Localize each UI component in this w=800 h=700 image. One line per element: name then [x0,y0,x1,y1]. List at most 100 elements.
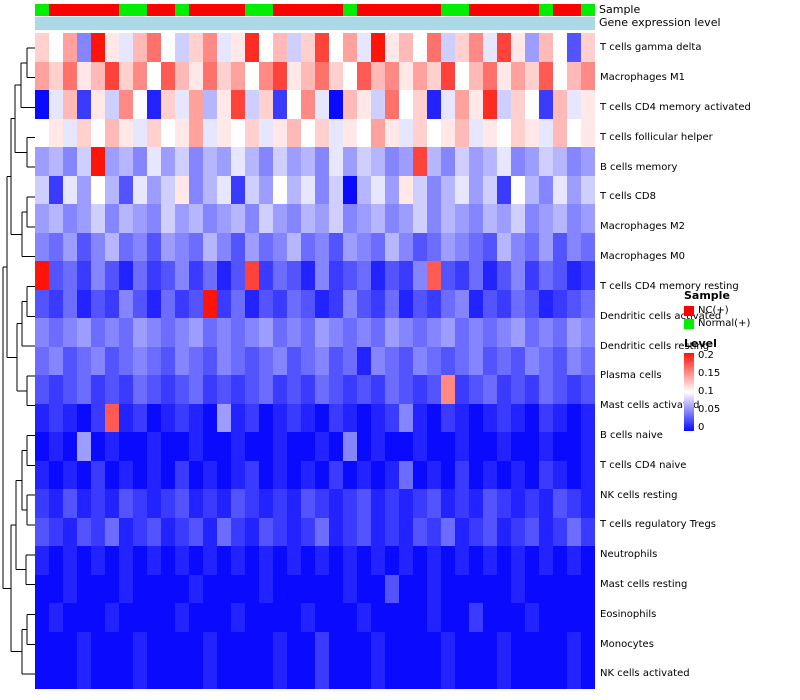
heatmap-cell [413,660,427,689]
heatmap-cell [287,318,301,347]
heatmap-cell [497,603,511,632]
heatmap-cell [413,232,427,262]
heatmap-cell [539,660,553,689]
heatmap-cell [259,318,273,347]
heatmap-cell [91,375,105,404]
heatmap-cell [469,346,483,376]
heatmap-cell [581,289,595,319]
heatmap-cell [119,375,133,404]
heatmap-cell [567,118,581,148]
heatmap-cell [175,631,189,661]
heatmap-cell [287,546,301,575]
heatmap-cell [329,403,343,433]
heatmap-cell [441,33,455,62]
heatmap-cell [511,175,525,205]
heatmap-cell [329,33,343,62]
heatmap-cell [301,403,315,433]
heatmap-cell [301,289,315,319]
heatmap-cell [119,517,133,547]
heatmap-cell [329,631,343,661]
heatmap-cell [469,261,483,290]
heatmap-cell [35,574,49,604]
heatmap-cell [217,574,231,604]
heatmap-cell [49,61,63,91]
heatmap-cell [399,660,413,689]
heatmap-cell [35,517,49,547]
heatmap-cell [357,660,371,689]
heatmap-cell [581,517,595,547]
heatmap-cell [371,232,385,262]
heatmap-cell [385,33,399,62]
heatmap-cell [49,346,63,376]
heatmap-cell [357,261,371,290]
heatmap-cell [91,261,105,290]
heatmap-cell [371,574,385,604]
row-label: T cells CD4 memory activated [600,102,751,114]
heatmap-cell [581,318,595,347]
heatmap-cell [35,403,49,433]
heatmap-cell [147,403,161,433]
heatmap-cell [147,432,161,461]
heatmap-cell [231,660,245,689]
heatmap-cell [357,346,371,376]
heatmap-cell [539,603,553,632]
heatmap-cell [189,346,203,376]
heatmap-cell [119,346,133,376]
sample-annotation-cell [91,4,105,16]
heatmap-cell [315,660,329,689]
heatmap-cell [469,61,483,91]
heatmap-cell [539,517,553,547]
heatmap-cell [287,517,301,547]
heatmap-cell [539,175,553,205]
heatmap-cell [147,631,161,661]
heatmap-cell [371,118,385,148]
heatmap-cell [147,147,161,176]
heatmap-cell [581,403,595,433]
heatmap-cell [525,204,539,233]
heatmap-cell [315,318,329,347]
heatmap-cell [301,460,315,490]
heatmap-cell [91,403,105,433]
heatmap-cell [427,574,441,604]
heatmap-cell [511,660,525,689]
heatmap-cell [469,489,483,518]
heatmap-cell [315,204,329,233]
heatmap-cell [329,660,343,689]
heatmap-cell [35,546,49,575]
heatmap-cell [203,517,217,547]
heatmap-cell [49,660,63,689]
heatmap-cell [217,546,231,575]
heatmap-cell [441,460,455,490]
sample-annotation-cell [539,4,553,16]
heatmap-cell [413,346,427,376]
heatmap-cell [63,403,77,433]
heatmap [35,33,595,689]
heatmap-cell [189,517,203,547]
heatmap-cell [273,517,287,547]
heatmap-cell [427,517,441,547]
heatmap-cell [357,175,371,205]
heatmap-cell [469,603,483,632]
heatmap-cell [539,546,553,575]
sample-annotation-cell [413,4,427,16]
heatmap-cell [483,232,497,262]
heatmap-cell [427,232,441,262]
heatmap-cell [259,432,273,461]
heatmap-cell [329,232,343,262]
heatmap-cell [119,261,133,290]
heatmap-cell [77,460,91,490]
heatmap-cell [455,489,469,518]
heatmap-cell [357,517,371,547]
heatmap-cell [469,631,483,661]
heatmap-cell [441,232,455,262]
heatmap-cell [91,61,105,91]
heatmap-cell [511,574,525,604]
heatmap-cell [273,432,287,461]
heatmap-cell [273,603,287,632]
heatmap-cell [399,432,413,461]
heatmap-cell [483,460,497,490]
heatmap-cell [161,631,175,661]
heatmap-cell [581,460,595,490]
heatmap-cell [469,118,483,148]
heatmap-cell [63,204,77,233]
